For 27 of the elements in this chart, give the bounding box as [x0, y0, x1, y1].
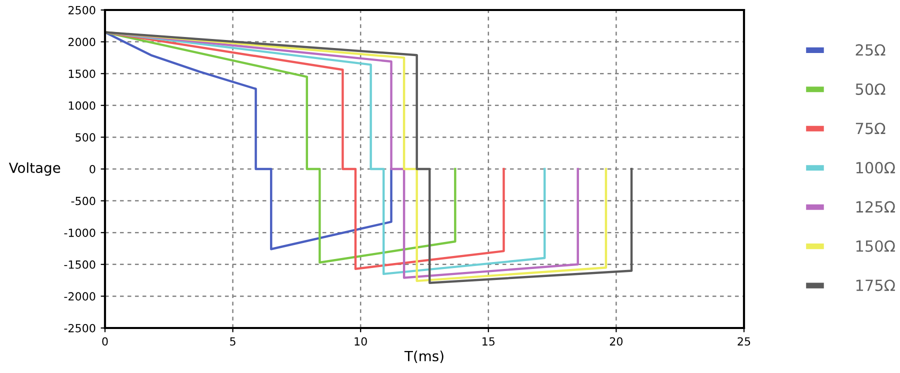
y-tick-label: -500 [71, 196, 96, 206]
x-tick-label: 5 [230, 337, 236, 346]
y-tick-label: -2500 [64, 324, 96, 332]
y-tick-label: 0 [90, 164, 96, 174]
y-tick-label: 500 [76, 133, 96, 142]
x-tick-label: 10 [354, 337, 367, 346]
x-tick-label: 0 [102, 337, 108, 346]
x-tick-label: 20 [610, 337, 623, 346]
legend-label: 50Ω [856, 83, 886, 95]
y-tick-label: -1000 [64, 228, 96, 237]
y-tick-label: 1000 [68, 101, 96, 110]
y-tick-label: -2000 [64, 292, 96, 301]
y-tick-label: 1500 [68, 70, 96, 78]
legend-label: 175Ω [856, 280, 895, 292]
legend-label: 25Ω [856, 44, 886, 56]
x-tick-label: 15 [482, 337, 494, 346]
line-series [105, 31, 392, 250]
legend-label: 75Ω [856, 122, 886, 134]
x-tick-label: 25 [738, 337, 750, 346]
y-tick-label: 2000 [68, 38, 96, 46]
y-tick-label: 2500 [68, 6, 96, 14]
y-tick-label: -1500 [64, 260, 96, 269]
legend-label: 125Ω [856, 201, 895, 213]
legend-label: 100Ω [856, 162, 895, 174]
y-axis-title: Voltage [8, 162, 60, 176]
x-axis-title: T(ms) [404, 350, 444, 363]
legend-label: 150Ω [856, 240, 895, 252]
